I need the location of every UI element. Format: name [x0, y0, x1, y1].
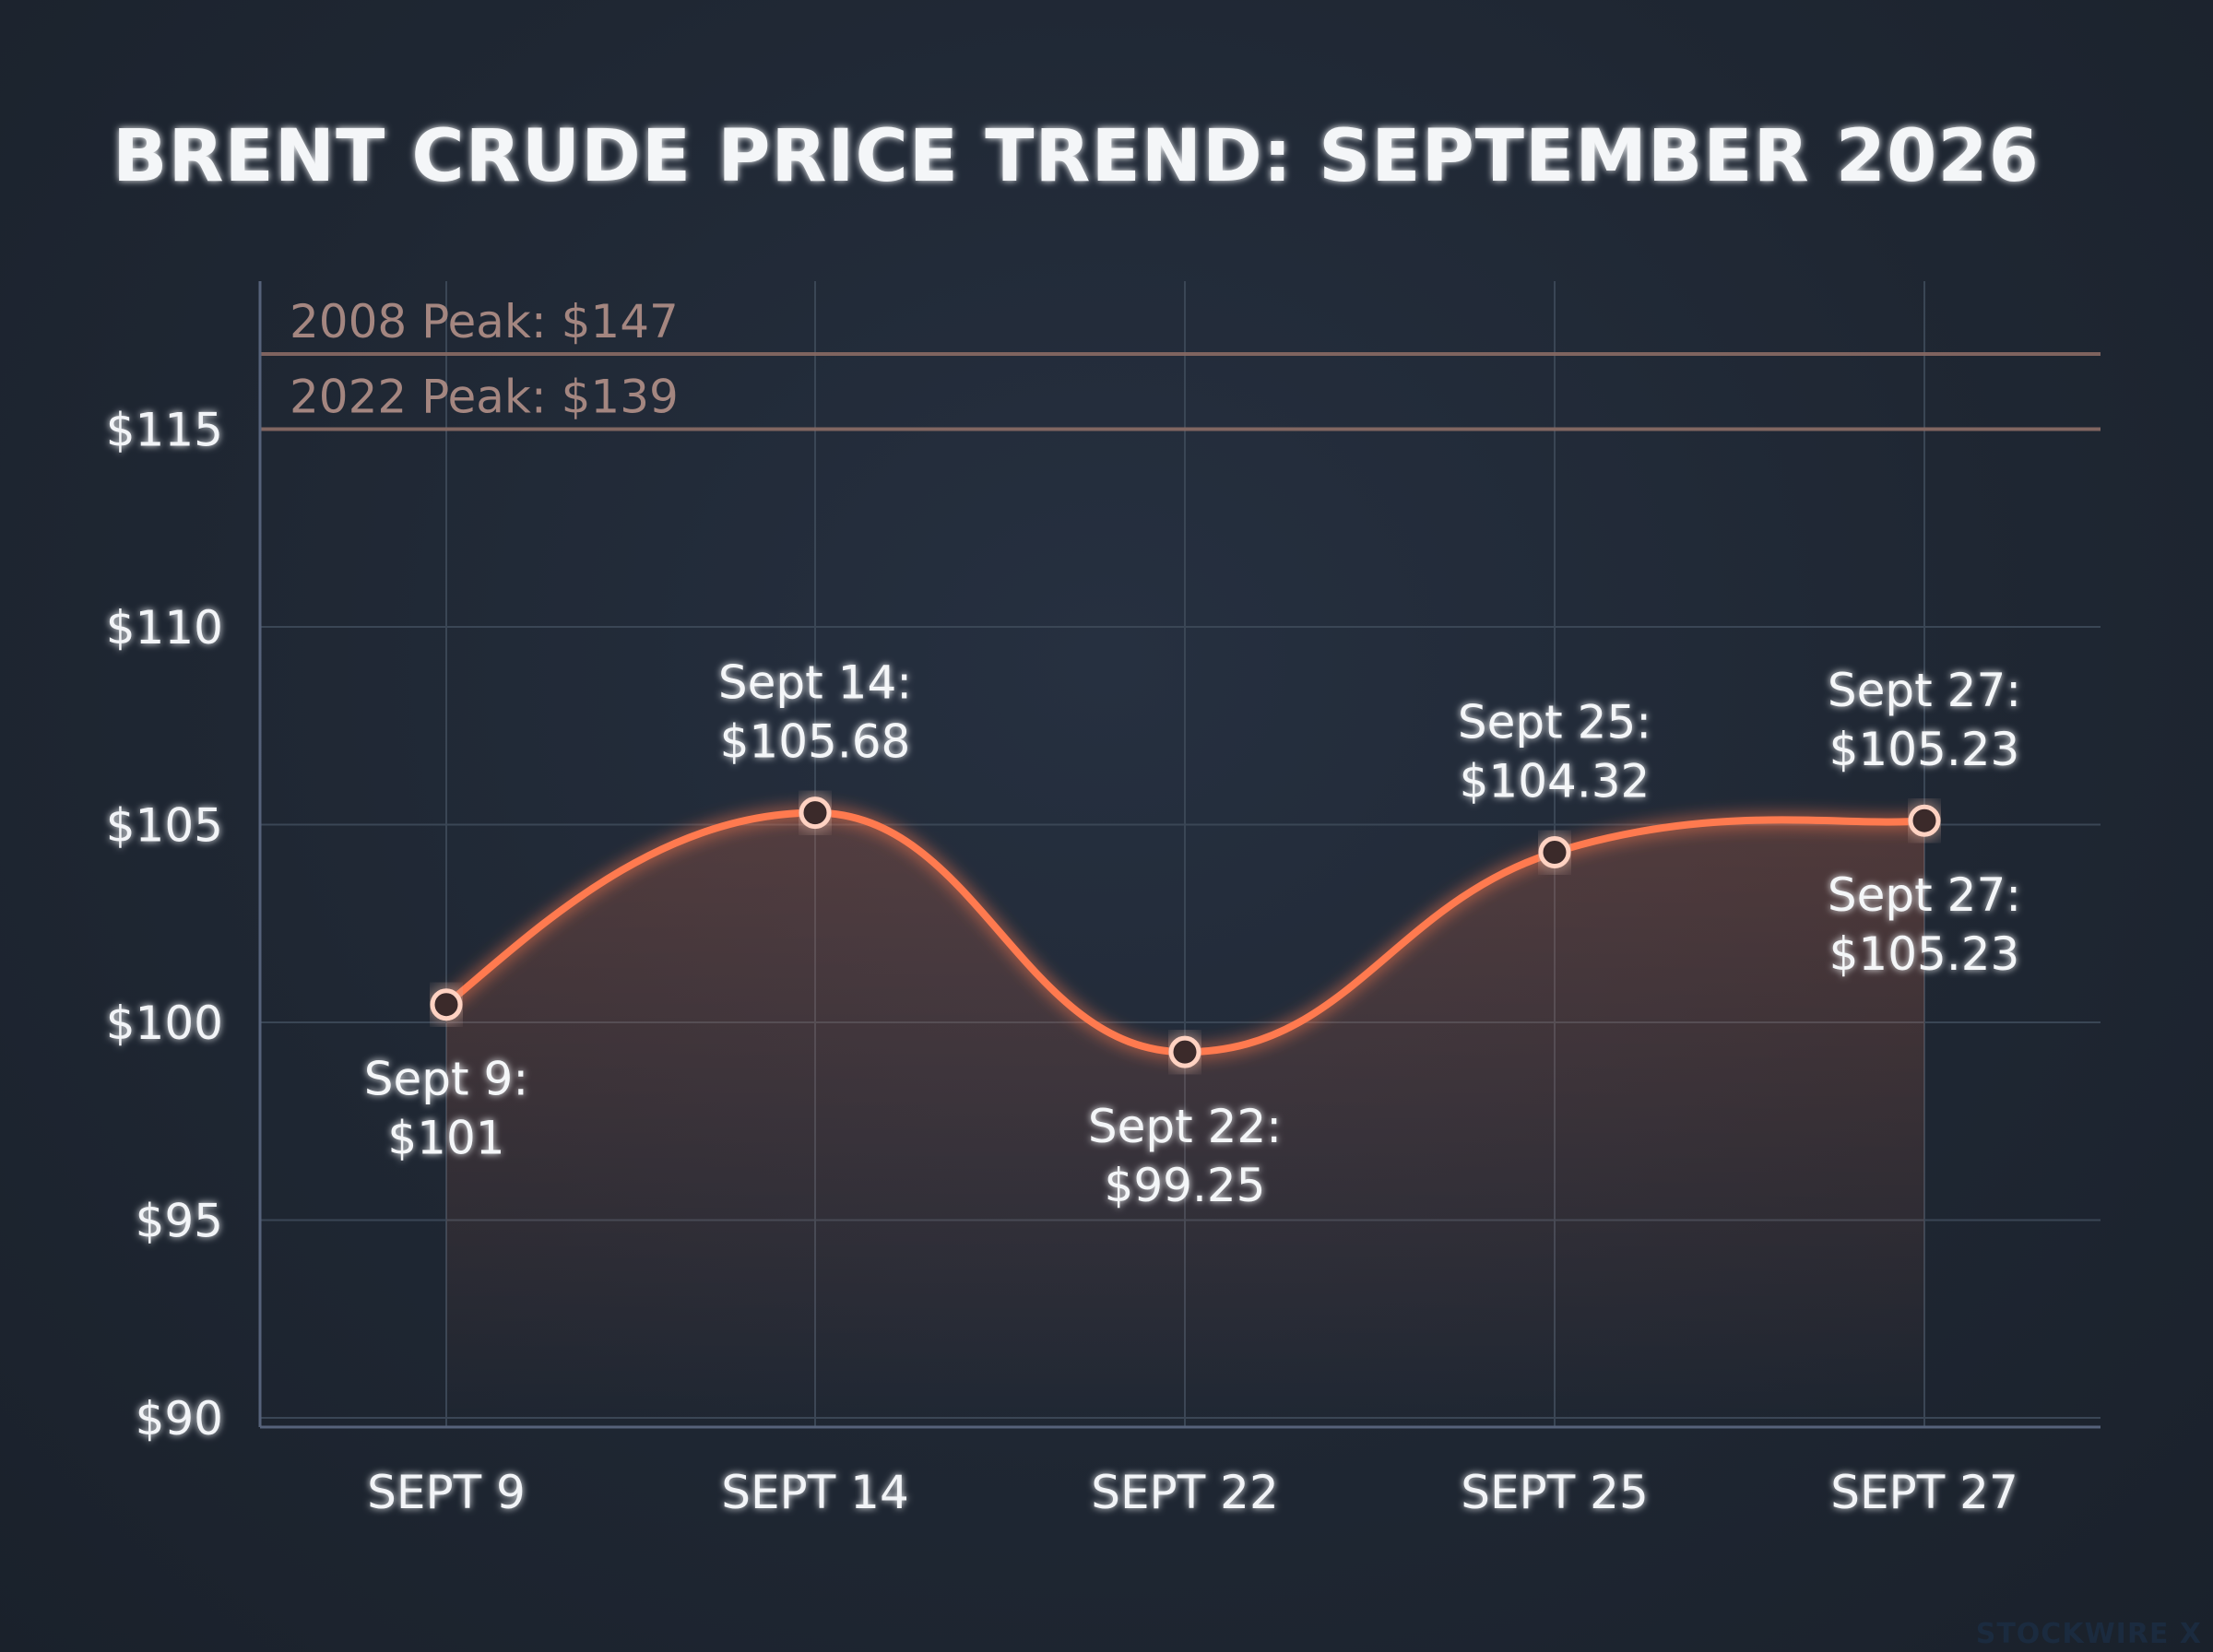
x-tick-label-1: SEPT 14: [721, 1466, 909, 1519]
data-point-2: [1168, 1035, 1201, 1068]
tick-labels: $90 $95 $100 $105 $110 $115 SEPT 9 SEPT 14 SEPT …: [106, 404, 2018, 1520]
data-point-4: [1908, 804, 1941, 837]
x-tick-label-3: SEPT 25: [1461, 1466, 1649, 1519]
y-tick-label-3: $105: [106, 799, 223, 853]
x-tick-label-0: SEPT 9: [367, 1466, 526, 1519]
data-label-5-0: Sept 27:: [1828, 868, 2021, 922]
series-area: [446, 812, 1924, 1427]
watermark-logo: STOCKWIRE X: [1976, 1618, 2202, 1650]
data-point-3: [1538, 836, 1571, 869]
y-tick-label-4: $110: [106, 601, 223, 655]
y-tick-label-1: $95: [136, 1195, 223, 1248]
data-label-1-0: Sept 14:: [718, 656, 912, 710]
chart-title: BRENT CRUDE PRICE TREND: SEPTEMBER 2026: [112, 115, 2040, 198]
reference-label-1: 2022 Peak: $139: [290, 371, 679, 424]
data-label-3-1: $104.32: [1460, 755, 1651, 808]
data-label-3-0: Sept 25:: [1458, 696, 1651, 749]
data-label-5-1: $105.23: [1829, 927, 2020, 981]
data-points: [430, 796, 1941, 1068]
x-tick-label-2: SEPT 22: [1091, 1466, 1279, 1519]
data-label-0-1: $101: [387, 1112, 504, 1165]
x-tick-label-4: SEPT 27: [1830, 1466, 2018, 1519]
data-point-0: [430, 988, 463, 1021]
data-label-1-1: $105.68: [720, 715, 911, 769]
data-label-2-1: $99.25: [1105, 1159, 1266, 1212]
data-label-4-1: $105.23: [1829, 723, 2020, 776]
data-label-4-0: Sept 27:: [1828, 664, 2021, 717]
data-point-1: [799, 796, 832, 830]
reference-lines: 2008 Peak: $147 2022 Peak: $139: [260, 295, 2101, 431]
y-tick-label-0: $90: [136, 1392, 223, 1446]
reference-label-0: 2008 Peak: $147: [290, 295, 679, 348]
area-fill: [446, 812, 1924, 1427]
y-tick-label-5: $115: [106, 404, 223, 457]
y-tick-label-2: $100: [106, 997, 223, 1050]
data-label-0-0: Sept 9:: [364, 1053, 528, 1106]
data-labels: Sept 9: $101 Sept 14:$105.68 Sept 22: $99.25…: [364, 656, 2021, 1213]
data-label-2-0: Sept 22:: [1088, 1100, 1282, 1153]
